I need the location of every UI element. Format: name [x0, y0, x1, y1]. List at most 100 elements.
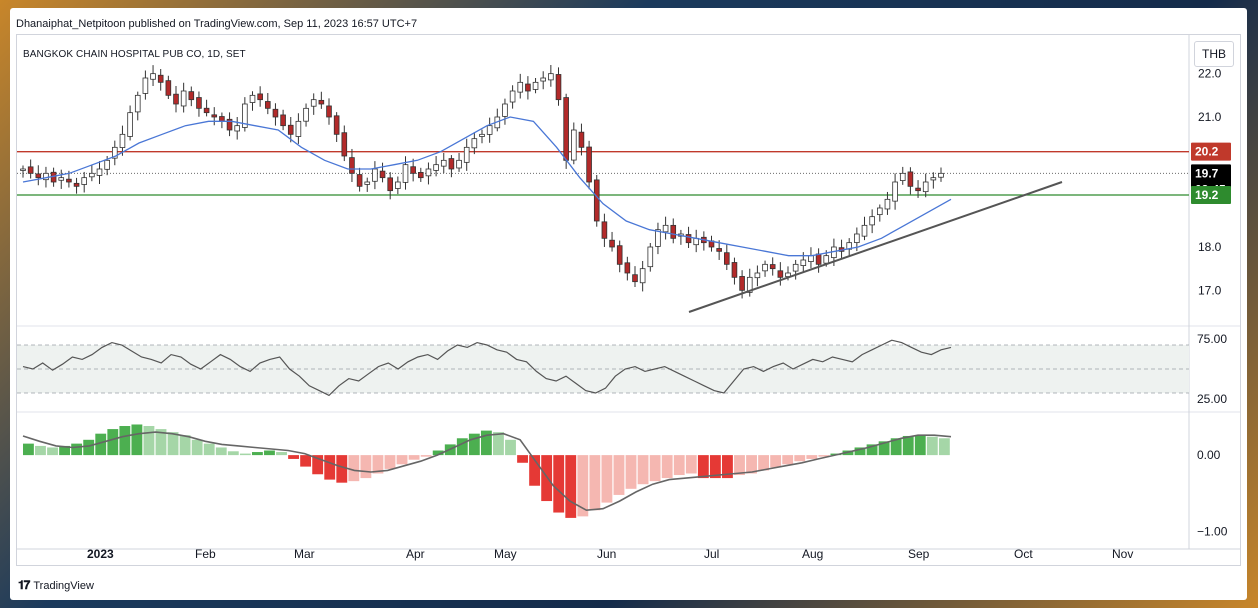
candle-body	[280, 114, 286, 127]
macd-histogram-bar	[505, 439, 516, 456]
macd-histogram-bar	[818, 455, 830, 457]
candle-body	[425, 168, 432, 177]
macd-histogram-bar	[565, 455, 577, 518]
candle-body	[540, 77, 546, 82]
candle-body	[127, 112, 133, 137]
candle-body	[899, 172, 906, 181]
symbol-title: BANGKOK CHAIN HOSPITAL PUB CO, 1D, SET	[23, 49, 246, 60]
candle-body	[517, 81, 524, 93]
candle-body	[433, 164, 439, 171]
price-tick-label: 17.0	[1198, 283, 1222, 297]
candle-body	[417, 172, 424, 179]
candle-body	[326, 105, 332, 118]
candle-body	[303, 107, 309, 122]
candle-body	[356, 174, 363, 187]
candle-body	[854, 233, 860, 243]
candle-body	[762, 263, 768, 272]
macd-histogram-bar	[384, 455, 396, 469]
candle-body	[586, 146, 592, 183]
currency-button[interactable]: THB	[1194, 41, 1234, 67]
candle-body	[395, 181, 401, 189]
chart-area[interactable]: 22.021.018.017.020.219.702:4519.275.0025…	[16, 34, 1241, 566]
macd-histogram-bar	[613, 455, 625, 495]
macd-histogram-bar	[902, 435, 914, 456]
candle-body	[157, 74, 164, 83]
candle-body	[165, 80, 172, 96]
candle-body	[35, 173, 42, 179]
macd-tick-label: −1.00	[1197, 525, 1228, 539]
macd-histogram-bar	[35, 445, 46, 456]
candle-body	[601, 221, 608, 239]
candle-body	[234, 125, 241, 132]
candle-body	[938, 172, 944, 178]
macd-histogram-bar	[938, 438, 950, 456]
candle-body	[739, 276, 745, 291]
macd-histogram-bar	[432, 450, 444, 456]
macd-histogram-bar	[770, 455, 782, 468]
candle-body	[884, 198, 891, 210]
candle-body	[43, 172, 49, 181]
macd-histogram-bar	[251, 452, 263, 456]
macd-histogram-bar	[468, 433, 480, 456]
macd-histogram-bar	[191, 439, 203, 456]
candle-body	[509, 90, 516, 103]
candle-body	[173, 93, 179, 105]
time-axis-label: Jul	[704, 547, 719, 561]
macd-histogram-bar	[288, 455, 299, 459]
macd-histogram-bar	[312, 455, 324, 475]
macd-histogram-bar	[131, 424, 143, 456]
macd-histogram-bar	[661, 455, 673, 479]
candle-body	[639, 268, 646, 284]
macd-histogram-bar	[878, 441, 890, 456]
macd-histogram-bar	[866, 444, 878, 456]
candle-body	[731, 262, 738, 278]
chart-canvas[interactable]: 22.021.018.017.020.219.702:4519.275.0025…	[17, 35, 1240, 565]
macd-histogram-bar	[914, 435, 926, 456]
candle-body	[295, 120, 302, 137]
price-tick-label: 21.0	[1198, 110, 1222, 124]
price-tick-label: 22.0	[1198, 67, 1222, 81]
candle-body	[264, 101, 271, 109]
candle-body	[387, 177, 393, 192]
last-price-label: 19.7	[1195, 166, 1219, 180]
macd-histogram-bar	[758, 455, 770, 471]
candle-body	[548, 73, 554, 81]
macd-histogram-bar	[480, 430, 492, 456]
macd-histogram-bar	[517, 455, 528, 463]
candle-body	[869, 216, 875, 226]
macd-histogram-bar	[239, 453, 251, 456]
macd-histogram-bar	[348, 455, 360, 482]
candle-body	[112, 146, 118, 159]
macd-histogram-bar	[203, 443, 215, 456]
candle-body	[119, 133, 126, 148]
candle-body	[73, 182, 80, 187]
macd-histogram-bar	[264, 450, 275, 456]
price-tick-label: 18.0	[1198, 240, 1222, 254]
macd-histogram-bar	[854, 447, 866, 456]
support-trendline	[688, 181, 1063, 313]
candle-body	[486, 125, 493, 135]
time-axis-label: 2023	[87, 547, 114, 561]
macd-histogram-bar	[577, 455, 589, 517]
candle-body	[823, 255, 830, 264]
candle-body	[196, 97, 202, 109]
candle-body	[479, 133, 485, 137]
macd-histogram-bar	[143, 426, 155, 456]
candle-body	[716, 248, 722, 252]
time-axis-label: Aug	[802, 547, 823, 561]
rsi-tick-label: 75.00	[1197, 332, 1227, 346]
candle-body	[448, 158, 455, 170]
macd-histogram-bar	[697, 455, 709, 479]
macd-histogram-bar	[215, 447, 227, 456]
macd-histogram-bar	[709, 455, 721, 479]
candle-body	[242, 103, 248, 128]
macd-histogram-bar	[589, 455, 601, 511]
candle-body	[746, 276, 753, 293]
candle-body	[624, 262, 631, 274]
candle-body	[593, 179, 600, 222]
candle-body	[754, 272, 761, 279]
candle-body	[769, 264, 776, 270]
macd-histogram-bar	[541, 455, 553, 502]
candle-body	[341, 132, 348, 157]
macd-histogram-bar	[782, 455, 794, 465]
